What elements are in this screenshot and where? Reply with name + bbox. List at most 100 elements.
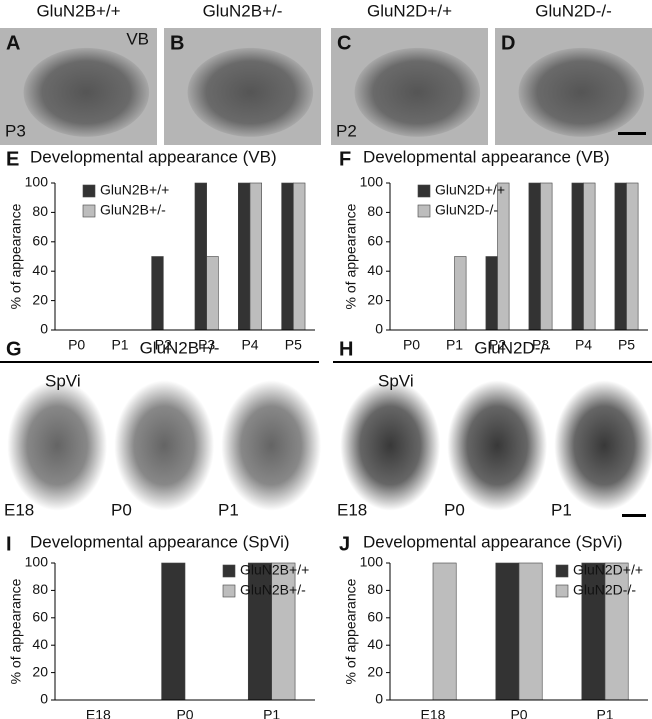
bar [161,562,186,701]
chart-title: Developmental appearance (SpVi) [363,532,623,551]
x-tick-label: E18 [421,707,446,719]
bar [528,182,541,331]
panel-letter: J [339,533,350,555]
y-tick-label: 0 [375,321,383,337]
bar [495,562,520,701]
panel-header: GluN2B+/+ [36,1,120,20]
bar [626,182,639,331]
panel-letter: I [6,533,12,555]
x-tick-label: P1 [111,337,128,353]
y-tick-label: 40 [32,262,48,278]
bar [518,562,543,701]
legend-swatch [82,184,96,198]
panel-letter: D [501,32,515,54]
panel-letter: H [339,338,353,360]
bar [614,182,627,331]
x-tick-label: P2 [489,337,506,353]
bar [151,256,164,331]
region-label: SpVi [45,371,81,390]
y-axis-label: % of appearance [8,203,24,309]
x-tick-label: P3 [532,337,549,353]
x-tick-label: P3 [198,337,215,353]
panel-letter: G [6,338,22,360]
legend-swatch [555,564,569,578]
bar [497,182,510,331]
bar [540,182,553,331]
age-label: P0 [111,500,132,519]
y-tick-label: 40 [32,636,48,652]
bar [281,182,294,331]
region-label: SpVi [378,371,414,390]
y-tick-label: 40 [367,262,383,278]
y-tick-label: 80 [32,581,48,597]
bar [249,182,262,331]
age-label: P1 [551,500,572,519]
age-label: P3 [5,121,26,140]
x-tick-label: P4 [241,337,258,353]
legend-swatch [222,564,236,578]
x-tick-label: P1 [446,337,463,353]
nucleus [221,380,322,511]
panel-letter: F [339,148,351,170]
x-tick-label: P0 [176,707,193,719]
y-tick-label: 80 [367,203,383,219]
age-label: P0 [444,500,465,519]
y-tick-label: 100 [360,554,384,570]
chart-title: Developmental appearance (VB) [363,147,610,166]
nucleus [354,47,481,137]
legend-label: GluN2D-/- [435,202,498,218]
bar [432,562,457,701]
nucleus [340,380,441,511]
bar [194,182,207,331]
age-label: E18 [4,500,34,519]
bar [293,182,306,331]
x-tick-label: P1 [596,707,613,719]
nucleus [187,47,314,137]
legend-label: GluN2B+/- [100,202,166,218]
legend-swatch [417,204,431,218]
panel-header: GluN2B+/- [203,1,283,20]
panel-header: GluN2D+/+ [367,1,452,20]
nucleus [447,380,548,511]
nucleus [554,380,652,511]
y-axis-label: % of appearance [343,578,359,684]
chart-title: Developmental appearance (VB) [30,147,277,166]
y-tick-label: 20 [367,663,383,679]
y-axis-label: % of appearance [8,578,24,684]
y-tick-label: 60 [367,233,383,249]
y-tick-label: 20 [367,291,383,307]
age-label: P2 [336,121,357,140]
panel-letter: C [337,32,351,54]
panel-header: GluN2B+/- [140,338,220,357]
legend-label: GluN2D-/- [573,582,636,598]
chart-title: Developmental appearance (SpVi) [30,532,290,551]
y-tick-label: 20 [32,663,48,679]
panel-letter: E [6,148,19,170]
legend-label: GluN2D+/+ [573,562,643,578]
bar [583,182,596,331]
legend-swatch [555,584,569,598]
y-axis-label: % of appearance [343,203,359,309]
nucleus [518,47,645,137]
nucleus [114,380,215,511]
age-label: P1 [218,500,239,519]
x-tick-label: P0 [68,337,85,353]
bar [454,256,467,331]
x-tick-label: P1 [263,707,280,719]
bar [485,256,498,331]
legend-swatch [222,584,236,598]
panel-letter: A [6,32,20,54]
x-tick-label: P4 [575,337,592,353]
y-tick-label: 100 [360,174,384,190]
y-tick-label: 100 [25,174,49,190]
legend-label: GluN2B+/+ [240,562,309,578]
y-tick-label: 60 [32,609,48,625]
nucleus [7,380,108,511]
y-tick-label: 20 [32,291,48,307]
bar [571,182,584,331]
y-tick-label: 40 [367,636,383,652]
panel-header: GluN2D-/- [535,1,612,20]
age-label: E18 [337,500,367,519]
x-tick-label: P2 [155,337,172,353]
